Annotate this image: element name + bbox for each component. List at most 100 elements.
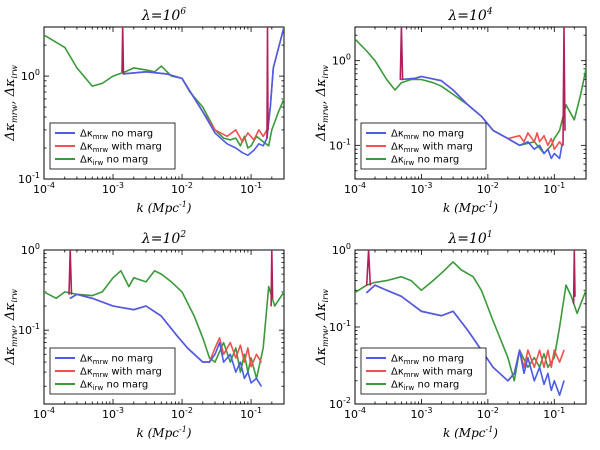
x-tick-label: 10-3	[410, 406, 432, 421]
data-point	[574, 295, 576, 297]
data-point	[543, 353, 545, 355]
data-point	[386, 280, 388, 282]
x-tick-label: 10-1	[543, 181, 565, 196]
series-line-1	[69, 293, 262, 387]
legend-entry: Δκmrw no marg	[80, 129, 153, 142]
data-point	[260, 361, 262, 363]
data-point	[166, 73, 168, 75]
data-point	[258, 129, 260, 131]
data-point	[366, 284, 368, 286]
data-point	[420, 75, 422, 78]
data-point	[154, 270, 156, 272]
data-point	[527, 349, 529, 351]
panel-title: λ=106	[141, 7, 186, 24]
data-point	[452, 93, 454, 95]
x-axis-label: k (Mpc-1)	[443, 200, 498, 215]
data-point	[271, 129, 273, 131]
data-point	[492, 129, 494, 131]
series-line-5	[270, 250, 274, 307]
data-point	[547, 372, 549, 374]
data-point	[432, 280, 434, 282]
data-point	[235, 137, 237, 139]
data-point	[44, 34, 45, 36]
x-tick-label: 10-2	[477, 406, 499, 421]
data-point	[55, 297, 57, 299]
data-point	[550, 389, 552, 391]
data-point	[519, 349, 521, 351]
series-line-4	[399, 27, 404, 80]
data-point	[414, 77, 416, 79]
data-point	[68, 293, 70, 295]
data-point	[559, 141, 561, 143]
data-point	[507, 380, 509, 382]
data-point	[247, 154, 249, 156]
data-point	[547, 144, 549, 146]
data-point	[452, 310, 454, 312]
plot-lines	[44, 27, 284, 157]
x-axis-label: k (Mpc-1)	[443, 425, 498, 440]
data-point	[193, 315, 195, 317]
y-tick-label: 10-1	[18, 322, 40, 337]
x-axis-label: k (Mpc-1)	[137, 200, 192, 215]
data-point	[565, 104, 567, 106]
series-line-4	[365, 250, 372, 286]
data-point	[208, 361, 211, 363]
data-point	[235, 347, 237, 349]
data-point	[585, 68, 586, 70]
data-point	[247, 132, 249, 134]
data-point	[440, 272, 442, 274]
data-point	[229, 342, 231, 344]
data-point	[563, 380, 565, 382]
y-axis-label: Δκmrw, Δκirw	[3, 65, 19, 142]
data-point	[239, 344, 241, 346]
data-point	[202, 337, 204, 339]
y-tick-label: 10-1	[329, 137, 351, 152]
data-point	[202, 111, 204, 113]
axes-frame	[354, 26, 587, 180]
series-line-5	[266, 27, 269, 139]
data-point	[507, 357, 509, 359]
data-point	[550, 144, 552, 146]
data-point	[374, 284, 376, 286]
data-point	[467, 329, 469, 332]
data-point	[559, 394, 561, 396]
data-point	[229, 139, 231, 141]
data-point	[374, 281, 376, 283]
data-point	[533, 357, 535, 359]
data-point	[226, 143, 228, 145]
data-point	[219, 342, 221, 344]
data-point	[564, 129, 566, 131]
data-point	[122, 73, 125, 75]
data-point	[250, 382, 252, 384]
data-point	[559, 157, 561, 159]
data-point	[262, 135, 264, 137]
data-point	[145, 305, 147, 307]
data-point	[420, 289, 422, 291]
x-tick-label: 10-1	[543, 406, 565, 421]
data-point	[283, 27, 284, 28]
data-point	[267, 129, 269, 131]
data-point	[527, 132, 529, 134]
data-point	[255, 377, 258, 379]
data-point	[543, 366, 545, 368]
panel-title: λ=102	[141, 230, 186, 247]
panel-title: λ=104	[447, 7, 492, 24]
data-point	[270, 305, 272, 307]
data-point	[91, 297, 93, 299]
y-axis-label: Δκmrw, Δκirw	[314, 289, 330, 366]
data-point	[133, 309, 135, 311]
legend-entry: Δκmrw with marg	[80, 367, 162, 380]
data-point	[269, 106, 271, 108]
data-point	[585, 289, 586, 291]
axes-frame	[43, 26, 285, 180]
data-point	[527, 141, 529, 143]
data-point	[253, 139, 255, 141]
data-point	[386, 78, 388, 81]
data-point	[247, 347, 249, 349]
data-point	[260, 385, 262, 387]
data-point	[214, 129, 216, 131]
data-point	[553, 349, 555, 351]
data-point	[472, 276, 474, 278]
x-tick-label: 10-1	[240, 406, 262, 421]
